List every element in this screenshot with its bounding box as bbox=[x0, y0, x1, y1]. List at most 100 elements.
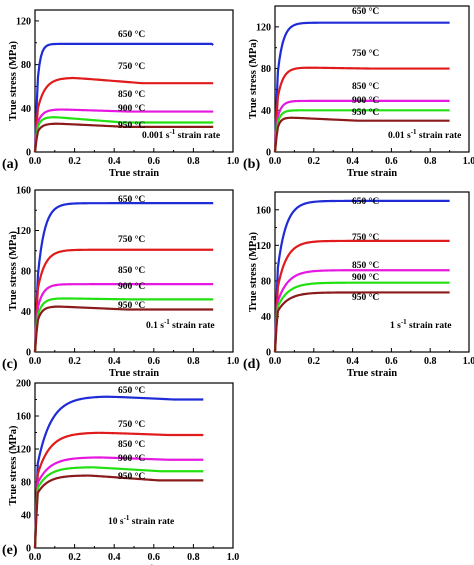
x-tick-label: 1.0 bbox=[227, 156, 240, 167]
y-tick-label: 80 bbox=[21, 60, 31, 71]
y-tick-label: 80 bbox=[261, 276, 271, 287]
strain-rate-note: 0.01 s-1 strain rate bbox=[388, 128, 461, 141]
series-line-1 bbox=[33, 202, 214, 353]
series-label: 750 °C bbox=[352, 48, 379, 59]
x-tick-label: 1.0 bbox=[463, 156, 474, 167]
y-tick-label: 120 bbox=[256, 241, 271, 252]
y-axis-label: True stress (MPa) bbox=[8, 425, 19, 506]
chart-panel-5: 0.0 0.2 0.4 0.6 0.8 1.0 0 40 80 120 160 200 True str… bbox=[2, 379, 239, 565]
x-tick-label: 0.4 bbox=[108, 156, 121, 167]
x-tick-label: 0.6 bbox=[148, 156, 161, 167]
series-label: 950 °C bbox=[118, 471, 145, 482]
series-label: 750 °C bbox=[352, 232, 379, 243]
x-tick-label: 0.2 bbox=[68, 552, 81, 563]
x-axis-label: True strain bbox=[347, 168, 397, 179]
y-axis-label: True stress (MPa) bbox=[248, 38, 259, 119]
y-tick-label: 80 bbox=[21, 267, 31, 278]
y-tick-label: 40 bbox=[21, 511, 31, 522]
y-tick-label: 40 bbox=[261, 106, 271, 117]
series-label: 950 °C bbox=[118, 300, 145, 311]
series-line-3 bbox=[33, 108, 214, 153]
series-line-3 bbox=[273, 269, 450, 353]
y-tick-label: 200 bbox=[16, 379, 31, 390]
series-line-4 bbox=[273, 281, 450, 353]
series-line-2 bbox=[33, 431, 204, 549]
series-label: 950 °C bbox=[118, 120, 145, 131]
series-line-5 bbox=[33, 305, 214, 353]
y-tick-label: 120 bbox=[16, 445, 31, 456]
x-axis-label: True strain bbox=[109, 368, 159, 379]
x-tick-label: 0.2 bbox=[68, 156, 81, 167]
series-label: 750 °C bbox=[118, 61, 145, 72]
y-tick-label: 40 bbox=[261, 312, 271, 323]
x-tick-label: 0.4 bbox=[346, 156, 359, 167]
y-tick-label: 0 bbox=[26, 544, 31, 555]
x-axis-label: True strain bbox=[347, 368, 397, 379]
x-tick-label: 0.6 bbox=[385, 356, 398, 367]
x-tick-label: 1.0 bbox=[463, 356, 474, 367]
x-tick-label: 0.2 bbox=[68, 356, 81, 367]
y-tick-label: 120 bbox=[256, 22, 271, 33]
series-label: 650 °C bbox=[352, 196, 379, 207]
x-tick-label: 0.4 bbox=[346, 356, 359, 367]
series-label: 900 °C bbox=[118, 103, 145, 114]
series-line-1 bbox=[273, 21, 450, 153]
panel-label: (e) bbox=[2, 543, 18, 558]
series-line-5 bbox=[273, 291, 450, 353]
y-axis-label: True stress (MPa) bbox=[248, 231, 259, 312]
series-label: 950 °C bbox=[352, 107, 379, 118]
strain-rate-note: 10 s-1 strain rate bbox=[108, 514, 174, 527]
x-tick-label: 0.0 bbox=[29, 552, 42, 563]
panel-label: (a) bbox=[2, 157, 19, 172]
series-label: 900 °C bbox=[352, 272, 379, 283]
series-label: 850 °C bbox=[118, 439, 145, 450]
series-line-5 bbox=[273, 116, 450, 153]
x-tick-label: 1.0 bbox=[227, 552, 240, 563]
series-line-3 bbox=[273, 99, 450, 153]
series-line-1 bbox=[273, 199, 450, 353]
series-label: 900 °C bbox=[118, 453, 145, 464]
series-label: 750 °C bbox=[118, 419, 145, 430]
x-tick-label: 0.4 bbox=[108, 552, 121, 563]
y-tick-label: 160 bbox=[256, 205, 271, 216]
series-line-1 bbox=[33, 395, 204, 549]
y-tick-label: 160 bbox=[16, 412, 31, 423]
y-tick-label: 0 bbox=[266, 148, 271, 159]
y-tick-label: 40 bbox=[21, 104, 31, 115]
x-tick-label: 0.8 bbox=[424, 156, 437, 167]
series-label: 650 °C bbox=[118, 385, 145, 396]
strain-rate-note: 0.1 s-1 strain rate bbox=[146, 318, 215, 331]
series-label: 850 °C bbox=[352, 81, 379, 92]
series-label: 850 °C bbox=[118, 89, 145, 100]
series-line-4 bbox=[33, 466, 204, 549]
y-tick-label: 40 bbox=[21, 307, 31, 318]
y-tick-label: 80 bbox=[261, 64, 271, 75]
chart-panel-3: 0.0 0.2 0.4 0.6 0.8 1.0 0 40 80 120 160 True strain… bbox=[2, 186, 239, 380]
series-label: 900 °C bbox=[352, 95, 379, 106]
y-tick-label: 0 bbox=[26, 348, 31, 359]
chart-panel-1: 0.0 0.2 0.4 0.6 0.8 1.0 0 40 80 120 True strain Tru… bbox=[2, 9, 240, 179]
series-line-2 bbox=[273, 66, 450, 153]
y-tick-label: 120 bbox=[16, 16, 31, 27]
x-tick-label: 0.8 bbox=[424, 356, 437, 367]
chart-panel-4: 0.0 0.2 0.4 0.6 0.8 1.0 0 40 80 120 160 True strain… bbox=[243, 191, 474, 379]
panel-label: (d) bbox=[243, 357, 260, 372]
x-tick-label: 0.0 bbox=[269, 356, 282, 367]
y-tick-label: 160 bbox=[16, 186, 31, 197]
panel-label: (b) bbox=[243, 157, 260, 172]
series-line-3 bbox=[33, 283, 214, 353]
series-label: 950 °C bbox=[352, 292, 379, 303]
series-line-4 bbox=[33, 297, 214, 353]
y-tick-label: 80 bbox=[21, 478, 31, 489]
x-tick-label: 0.4 bbox=[108, 356, 121, 367]
series-label: 850 °C bbox=[352, 260, 379, 271]
series-line-3 bbox=[33, 456, 204, 549]
strain-rate-note: 0.001 s-1 strain rate bbox=[142, 128, 220, 141]
series-line-2 bbox=[33, 248, 214, 353]
y-tick-label: 120 bbox=[16, 226, 31, 237]
x-tick-label: 0.0 bbox=[29, 356, 42, 367]
strain-rate-note: 1 s-1 strain rate bbox=[390, 318, 452, 331]
x-tick-label: 0.6 bbox=[385, 156, 398, 167]
series-label: 850 °C bbox=[118, 265, 145, 276]
